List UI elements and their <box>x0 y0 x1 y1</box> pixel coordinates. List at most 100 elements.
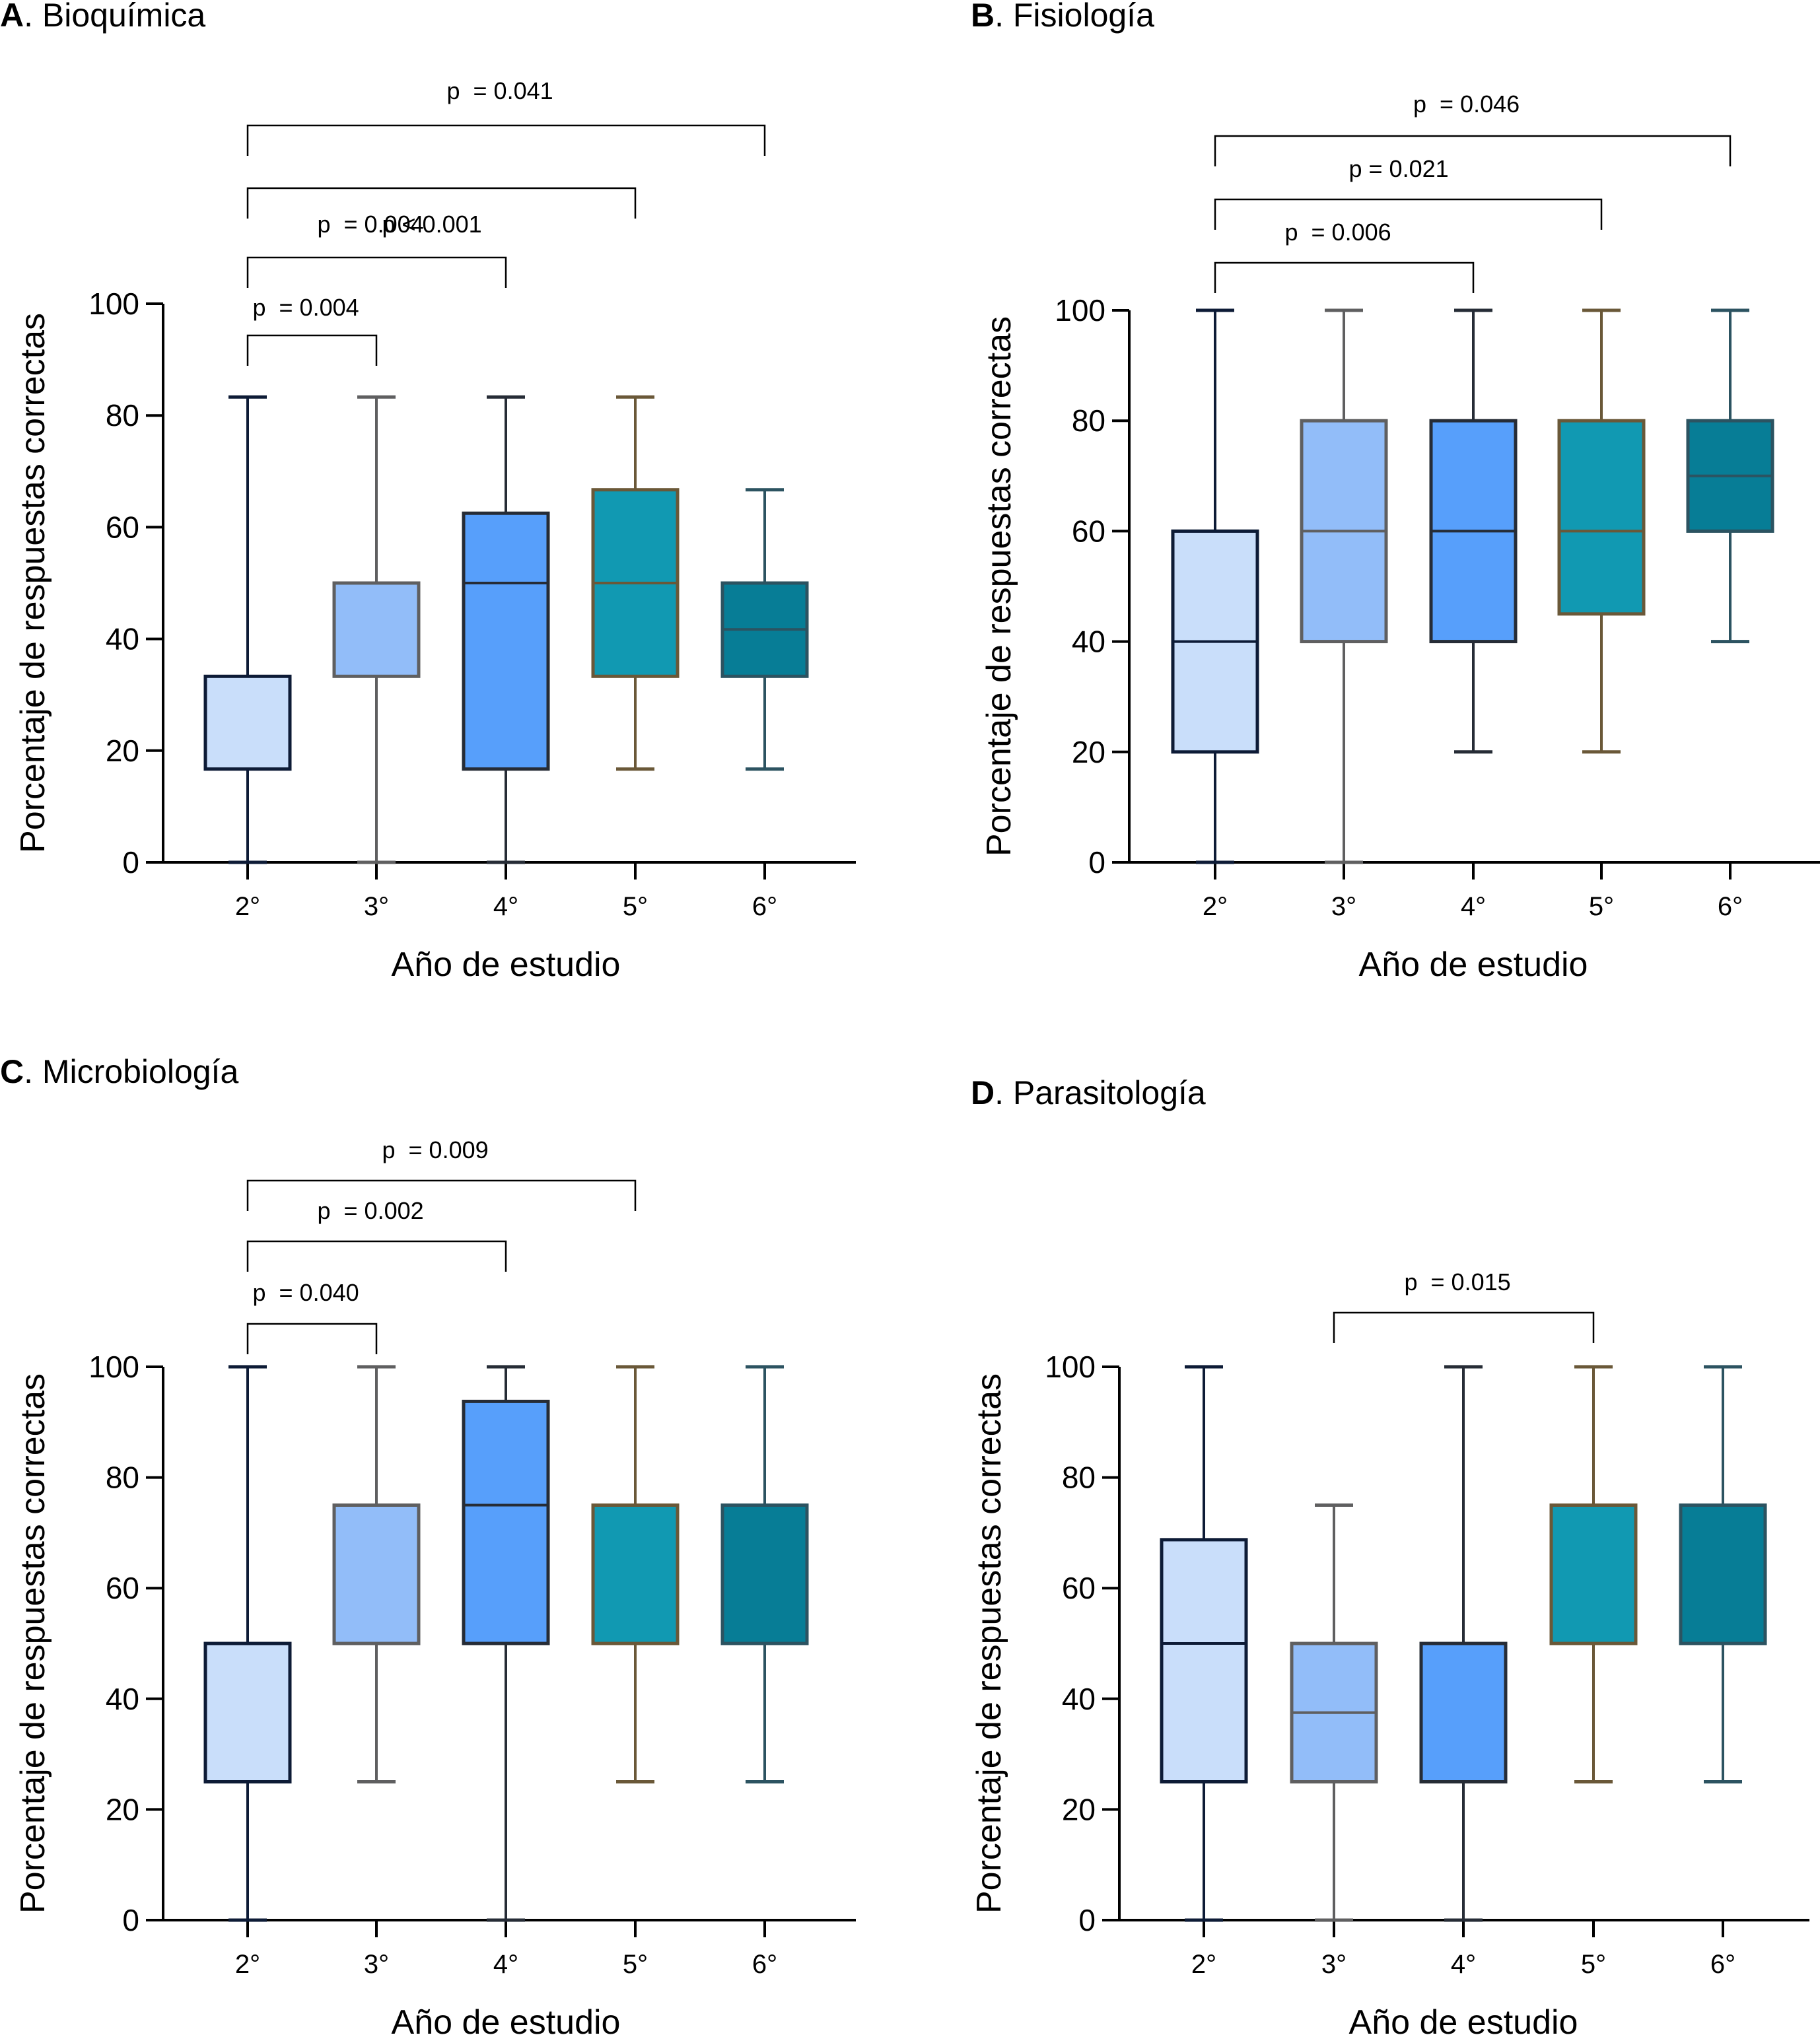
x-tick-label: 5° <box>623 1950 648 1979</box>
box-6: 6° <box>720 1365 809 1979</box>
box-2: 2° <box>1160 1365 1248 1979</box>
iqr-box <box>332 581 421 678</box>
y-tick-label: 0 <box>122 845 139 880</box>
y-tick-label: 60 <box>106 1571 139 1605</box>
y-tick-label: 80 <box>106 398 139 432</box>
y-tick-label: 100 <box>1055 293 1105 328</box>
p-value-label: p < 0.001 <box>382 211 482 238</box>
y-tick-label: 60 <box>1072 514 1105 548</box>
x-axis-title: Año de estudio <box>392 946 621 984</box>
box-6: 6° <box>1679 1365 1767 1979</box>
y-tick-label: 40 <box>106 1682 139 1716</box>
x-tick-label: 5° <box>623 892 648 921</box>
x-tick-label: 6° <box>1718 892 1743 921</box>
panel-title: B. Fisiología <box>971 0 1154 34</box>
iqr-box <box>1679 1503 1767 1645</box>
panel-c: C. Microbiología 0 20 40 60 80 100 Porcentaje d… <box>0 1053 856 2037</box>
significance-bracket <box>246 1179 637 1211</box>
box-3: 3° <box>332 1365 421 1979</box>
box-3: 3° <box>332 395 421 921</box>
y-tick-label: 60 <box>1062 1571 1096 1605</box>
y-tick-label: 40 <box>1072 625 1105 659</box>
y-tick-label: 80 <box>1062 1461 1096 1495</box>
y-axis-title: Porcentaje de respuestas correctas <box>980 316 1018 856</box>
x-tick-label: 6° <box>752 1950 777 1979</box>
significance-bracket <box>1214 198 1603 230</box>
y-tick-label: 40 <box>106 622 139 656</box>
x-tick-label: 6° <box>752 892 777 921</box>
y-tick-label: 80 <box>106 1461 139 1495</box>
y-tick-label: 20 <box>106 734 139 768</box>
panel-letter: B <box>971 0 995 34</box>
box-3: 3° <box>1290 1503 1378 1979</box>
panel-title: D. Parasitología <box>971 1074 1206 1111</box>
box-5: 5° <box>1557 308 1646 921</box>
iqr-box <box>1549 1503 1638 1645</box>
box-4: 4° <box>462 395 550 921</box>
box-4: 4° <box>1419 1365 1508 1979</box>
y-tick-label: 0 <box>1088 845 1105 880</box>
box-2: 2° <box>203 1365 292 1979</box>
y-tick-label: 0 <box>1078 1903 1096 1937</box>
x-tick-label: 3° <box>1331 892 1356 921</box>
significance-bracket <box>246 124 766 156</box>
box-5: 5° <box>591 1365 680 1979</box>
y-tick-label: 20 <box>1072 735 1105 769</box>
panel-letter: A <box>0 0 24 34</box>
x-tick-label: 4° <box>1451 1950 1476 1979</box>
iqr-box <box>1160 1538 1248 1783</box>
iqr-box <box>720 1503 809 1645</box>
box-6: 6° <box>720 488 809 921</box>
x-axis-title: Año de estudio <box>1349 2003 1578 2037</box>
significance-bracket <box>246 334 378 366</box>
significance-bracket <box>246 187 637 219</box>
y-tick-label: 40 <box>1062 1682 1096 1716</box>
x-axis-title: Año de estudio <box>392 2003 621 2037</box>
box-6: 6° <box>1686 308 1774 921</box>
box-5: 5° <box>1549 1365 1638 1979</box>
x-tick-label: 3° <box>364 892 389 921</box>
x-tick-label: 3° <box>364 1950 389 1979</box>
p-value-label: p = 0.006 <box>1285 219 1391 246</box>
y-tick-label: 80 <box>1072 403 1105 438</box>
p-value-label: p = 0.009 <box>382 1136 489 1163</box>
x-tick-label: 6° <box>1710 1950 1735 1979</box>
box-2: 2° <box>1171 308 1259 921</box>
box-4: 4° <box>1429 308 1518 921</box>
x-tick-label: 4° <box>1461 892 1486 921</box>
x-tick-label: 4° <box>493 1950 518 1979</box>
iqr-box <box>203 1641 292 1783</box>
significance-bracket <box>1214 135 1732 166</box>
x-tick-label: 2° <box>1191 1950 1216 1979</box>
p-value-label: p = 0.040 <box>253 1279 359 1306</box>
significance-bracket <box>246 1323 378 1354</box>
x-tick-label: 3° <box>1321 1950 1347 1979</box>
y-tick-label: 100 <box>88 1350 139 1384</box>
panel-title: A. Bioquímica <box>0 0 205 34</box>
y-axis-title: Porcentaje de respuestas correctas <box>14 1373 52 1914</box>
y-tick-label: 100 <box>1045 1350 1096 1384</box>
y-tick-label: 20 <box>106 1792 139 1826</box>
p-value-label: p = 0.041 <box>447 77 553 104</box>
x-tick-label: 4° <box>493 892 518 921</box>
iqr-box <box>462 1399 550 1645</box>
y-tick-label: 0 <box>122 1903 139 1937</box>
panel-letter: C <box>0 1053 24 1090</box>
x-tick-label: 2° <box>1203 892 1228 921</box>
x-tick-label: 5° <box>1589 892 1614 921</box>
box-4: 4° <box>462 1365 550 1979</box>
y-axis-title: Porcentaje de respuestas correctas <box>970 1373 1008 1914</box>
p-value-label: p = 0.004 <box>318 211 424 238</box>
y-tick-label: 20 <box>1062 1792 1096 1826</box>
box-5: 5° <box>591 395 680 921</box>
y-axis-title: Porcentaje de respuestas correctas <box>14 313 52 853</box>
significance-bracket <box>1214 261 1475 293</box>
significance-bracket <box>246 1240 507 1272</box>
panel-title-text: . Microbiología <box>24 1053 238 1090</box>
x-tick-label: 2° <box>235 1950 260 1979</box>
panel-letter: D <box>971 1074 995 1111</box>
panel-b: B. Fisiología 0 20 40 60 80 100 Porcentaje de r… <box>971 0 1820 984</box>
iqr-box <box>591 1503 680 1645</box>
iqr-box <box>1419 1641 1508 1783</box>
